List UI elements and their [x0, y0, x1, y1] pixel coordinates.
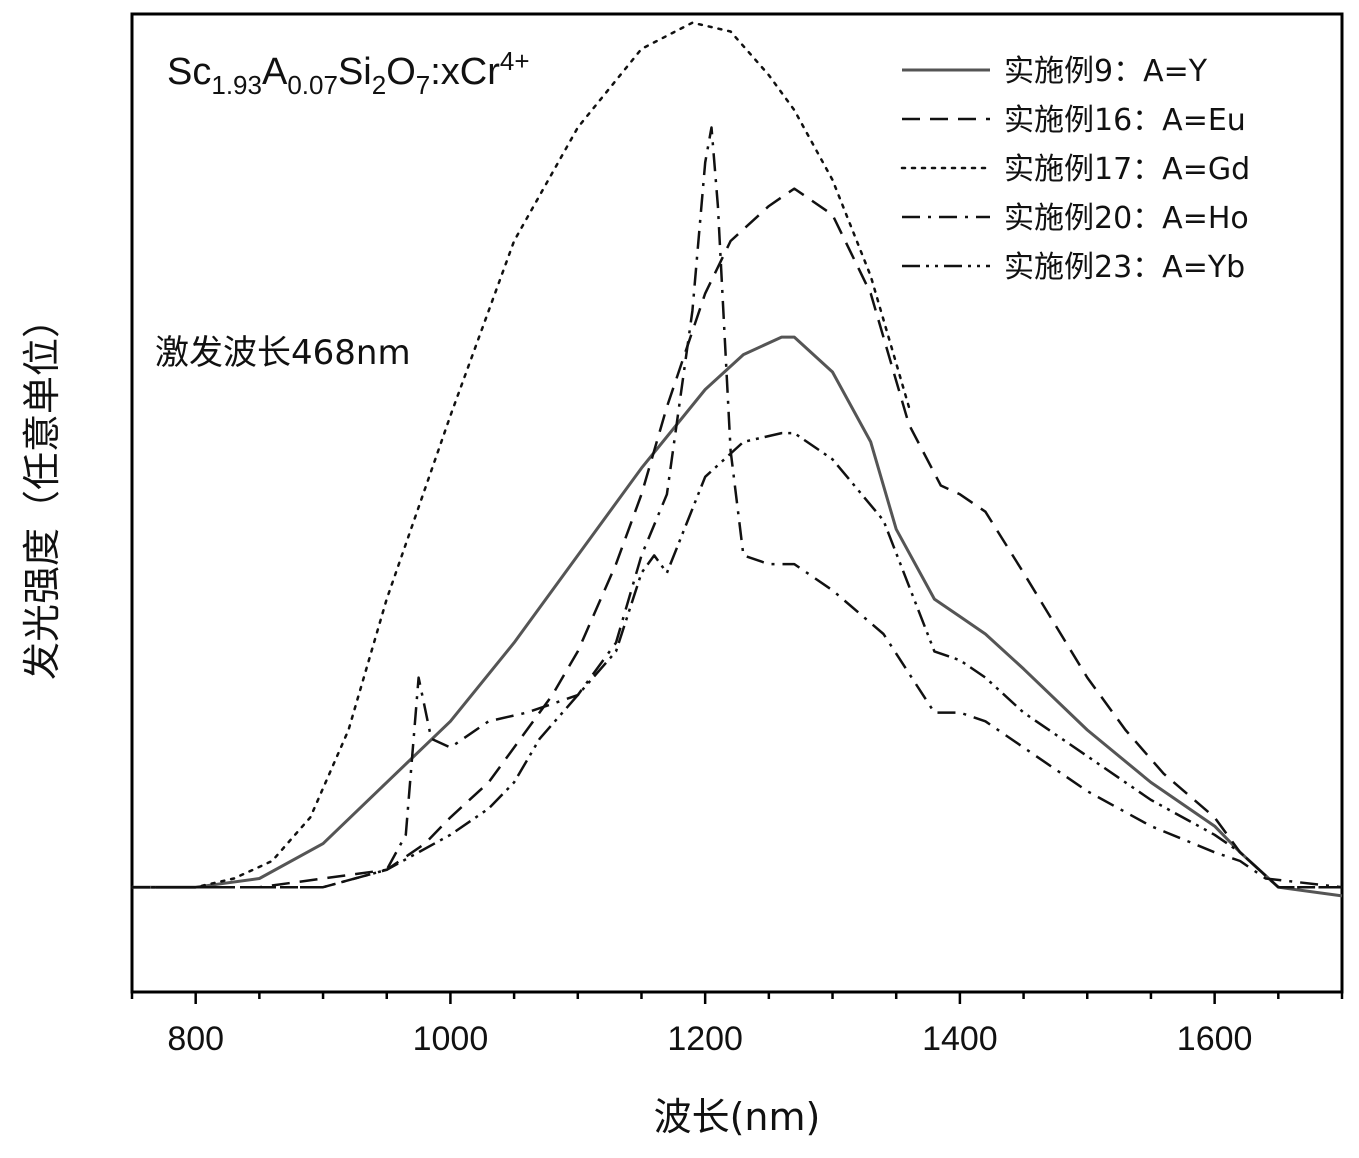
x-tick-label: 1200 [667, 1020, 743, 1058]
formula-part: :xCr [430, 51, 500, 93]
formula-part: Si [338, 51, 372, 93]
formula-part: 2 [372, 70, 386, 100]
formula-part: 7 [416, 70, 430, 100]
x-axis-title: 波长(nm) [654, 1095, 821, 1139]
formula-part: 1.93 [211, 70, 262, 100]
formula-part: 4+ [500, 46, 530, 76]
x-tick-label: 1600 [1177, 1020, 1253, 1058]
legend-label: 实施例17：A=Gd [1004, 152, 1250, 187]
formula-part: Sc [167, 51, 211, 93]
y-axis-title: 发光强度（任意单位） [20, 300, 64, 680]
legend-label: 实施例16：A=Eu [1004, 103, 1246, 138]
excitation-annotation: 激发波长468nm [155, 333, 411, 373]
formula-part: 0.07 [287, 70, 338, 100]
x-axis-ticks [132, 992, 1342, 1004]
x-tick-label: 1400 [922, 1020, 998, 1058]
x-tick-label: 800 [167, 1020, 224, 1058]
legend-label: 实施例23：A=Yb [1004, 250, 1245, 285]
formula-part: A [262, 51, 288, 93]
formula-part: O [386, 51, 416, 93]
x-axis-tick-labels: 800 1000 1200 1400 1600 [167, 1020, 1252, 1058]
legend-label: 实施例20：A=Ho [1004, 201, 1249, 236]
x-tick-label: 1000 [413, 1020, 489, 1058]
legend-label: 实施例9：A=Y [1004, 54, 1208, 89]
